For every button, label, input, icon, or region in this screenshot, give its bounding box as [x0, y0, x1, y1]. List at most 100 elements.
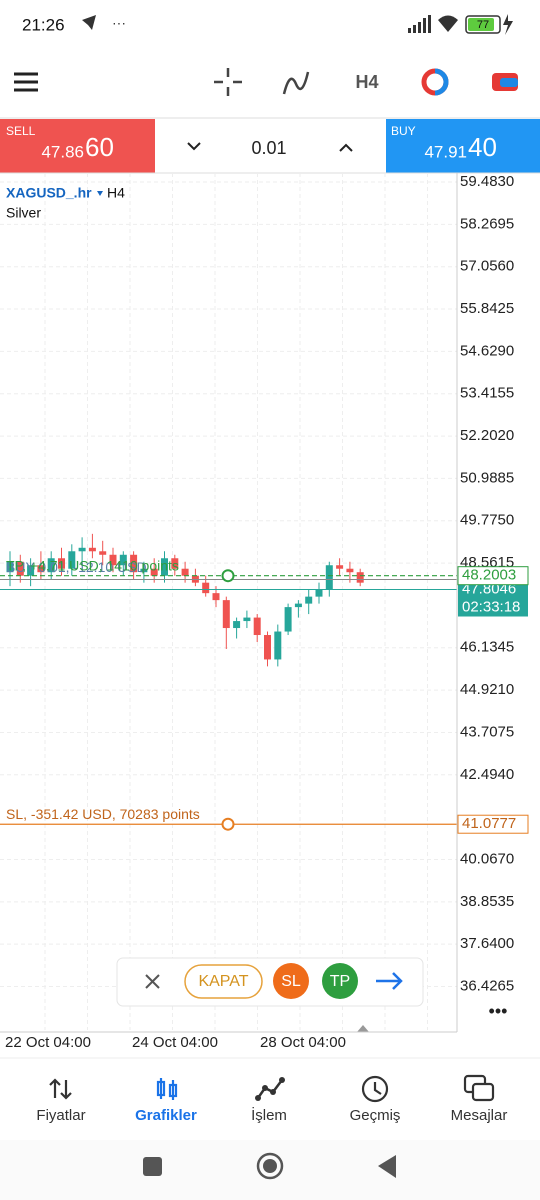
timeframe-button[interactable]: H4 [355, 72, 378, 92]
candle-body [253, 617, 261, 636]
candle-body [6, 561, 14, 573]
price-tick-label: 43.7075 [460, 723, 514, 740]
telegram-icon [82, 15, 96, 30]
sell-price-big: 60 [85, 132, 114, 162]
trade-bar: KAPAT SL TP [116, 957, 424, 1007]
wifi-icon [438, 15, 458, 32]
price-tick-label: 50.9885 [460, 469, 514, 486]
price-tick-label: 57.0560 [460, 258, 514, 275]
price-tick-label: 37.6400 [460, 935, 514, 952]
menu-button[interactable] [14, 72, 38, 92]
battery [465, 15, 501, 34]
buy-price: 47.91 [424, 142, 467, 161]
candle-body [243, 617, 251, 622]
price-tick-label: 53.4155 [460, 385, 514, 402]
close-bar-button[interactable] [145, 974, 160, 989]
candle-body [88, 547, 96, 552]
charging-icon [503, 14, 513, 35]
lot-down[interactable] [187, 142, 201, 151]
nav-quotes[interactable]: Fiyatlar [36, 1078, 86, 1124]
candle-body [171, 558, 179, 569]
tp-button[interactable] [322, 963, 358, 999]
nav-trade[interactable]: İşlem [251, 1077, 287, 1124]
candle-body [222, 600, 230, 629]
close-position-text: KAPAT [198, 973, 248, 990]
time-label: 22 Oct 04:00 [5, 1034, 91, 1051]
price-tick-label: 44.9210 [460, 681, 514, 698]
nav-label: Fiyatlar [36, 1107, 85, 1124]
candle-body [212, 593, 220, 601]
candle-body [161, 558, 168, 576]
tp-price-box [457, 566, 529, 586]
candle-body [130, 554, 138, 573]
price-tick-label: 58.2695 [460, 215, 514, 232]
nav-label: İşlem [251, 1106, 287, 1124]
tp-button-text: TP [330, 973, 350, 990]
symbol-description: Silver [6, 205, 41, 221]
candle-body [315, 589, 323, 597]
candle-body [119, 554, 127, 566]
chart[interactable]: 59.4830 58.2695 57.0560 55.8425 54.6290 53.41… [0, 173, 529, 1051]
nav-charts[interactable]: Grafikler [135, 1078, 197, 1124]
close-position-button[interactable] [184, 964, 263, 999]
symbol-dropdown [97, 191, 103, 196]
price-tick-label: 42.4940 [460, 766, 514, 783]
candle-body [305, 596, 313, 604]
sl-button[interactable] [273, 963, 309, 999]
more-button[interactable]: ••• [489, 1001, 508, 1021]
nav-label: Grafikler [135, 1107, 197, 1124]
price-tick-label: 59.4830 [460, 173, 514, 190]
sl-price-box [457, 814, 529, 834]
buy-price-big: 40 [468, 132, 497, 162]
price-tick-label: 46.1345 [460, 639, 514, 656]
candle-body [346, 568, 354, 573]
candle-body [109, 554, 117, 566]
tp-line-label: TP, +4.71 USD, 1410 points [6, 557, 179, 573]
sell-price: 47.86 [41, 142, 84, 161]
tp-handle[interactable] [221, 569, 235, 583]
arrow-button[interactable] [376, 972, 403, 990]
price-tick-label: 36.4265 [460, 977, 514, 994]
chart-timeframe: H4 [107, 185, 125, 201]
nav-messages[interactable]: Mesajlar [451, 1074, 508, 1124]
status-dots: ··· [112, 15, 126, 31]
lot-size[interactable]: 0.01 [251, 138, 286, 158]
home-button[interactable] [256, 1152, 284, 1180]
sl-price: 41.0777 [462, 815, 516, 832]
recents-button[interactable] [143, 1157, 162, 1176]
account-button[interactable] [492, 73, 518, 91]
candle-countdown: 02:33:18 [462, 598, 520, 615]
buy-line-label: BUY 0.01, -12.10 USD [6, 559, 147, 575]
sl-button-text: SL [281, 973, 301, 990]
sell-button[interactable]: SELL 47.86 60 [0, 119, 155, 173]
price-tick-label: 55.8425 [460, 300, 514, 317]
symbol[interactable]: XAGUSD_.hr [6, 185, 92, 201]
battery-text: 77 [477, 19, 489, 31]
candle-body [356, 572, 364, 583]
trade-button[interactable] [421, 68, 449, 96]
candle-body [336, 565, 344, 569]
crosshair-button[interactable] [214, 68, 242, 96]
buy-button[interactable]: BUY 47.91 40 [386, 119, 540, 173]
candle-body [325, 565, 333, 590]
battery-level [468, 18, 494, 31]
scroll-handle[interactable] [357, 1025, 369, 1032]
sell-label: SELL [6, 124, 36, 138]
candle-body [99, 551, 107, 555]
signal-icon [408, 15, 431, 33]
indicators-button[interactable] [282, 71, 310, 95]
status-time: 21:26 [22, 15, 65, 34]
candle-body [233, 621, 241, 629]
candle-body [150, 568, 158, 576]
candle-body [16, 561, 24, 576]
time-label: 24 Oct 04:00 [132, 1034, 218, 1051]
back-button[interactable] [378, 1155, 396, 1178]
buy-label: BUY [391, 124, 416, 138]
sl-handle[interactable] [221, 817, 235, 831]
lot-up[interactable] [339, 143, 353, 152]
nav-label: Mesajlar [451, 1107, 508, 1124]
price-tick-label: 40.0670 [460, 850, 514, 867]
nav-history[interactable]: Geçmiş [350, 1075, 401, 1124]
candle-body [294, 603, 302, 608]
